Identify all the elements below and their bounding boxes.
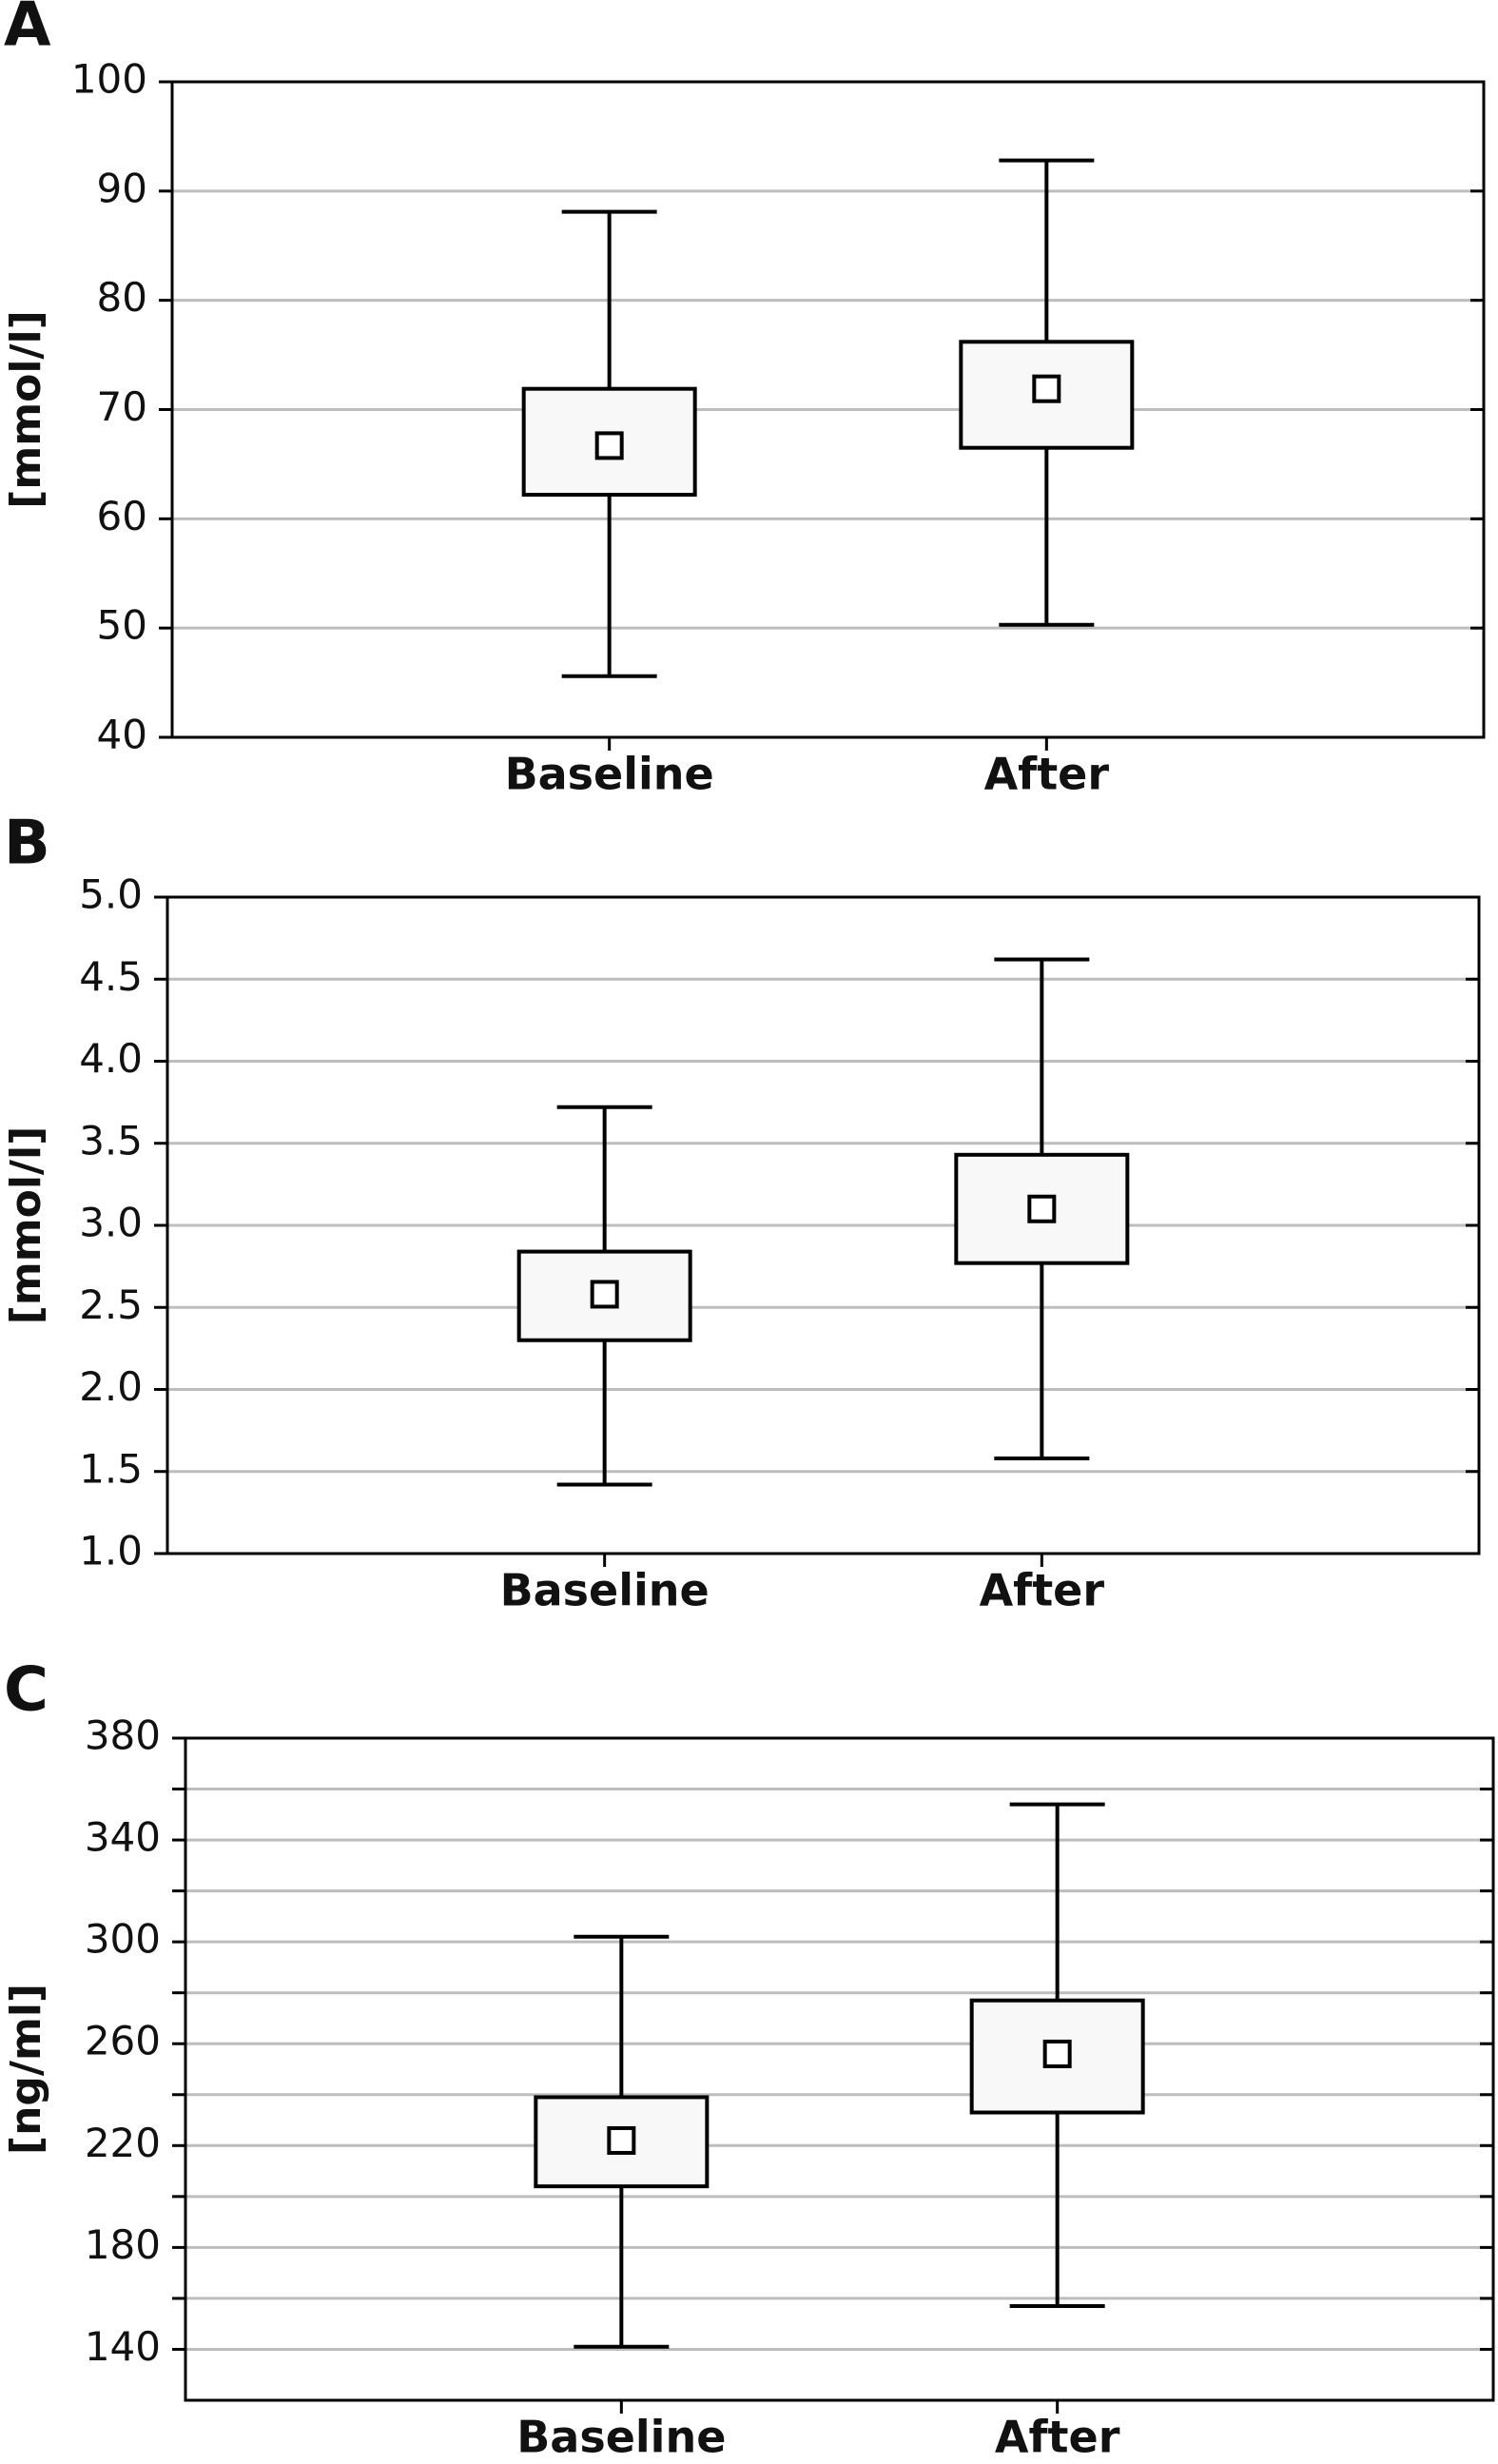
- y-tick-label: 340: [85, 1814, 161, 1861]
- y-axis-label: [mmol/l]: [2, 1126, 50, 1324]
- x-tick-label: After: [980, 1565, 1105, 1616]
- y-tick-label: 50: [97, 602, 147, 649]
- y-tick-label: 80: [97, 274, 147, 321]
- mean-marker: [594, 431, 624, 460]
- y-tick-label: 140: [85, 2323, 161, 2370]
- x-tick-label: After: [995, 2412, 1120, 2461]
- x-tick-label: Baseline: [516, 2412, 726, 2461]
- x-tick-label: After: [984, 749, 1110, 800]
- mean-marker: [1042, 2039, 1072, 2068]
- y-tick-label: 60: [97, 493, 147, 539]
- y-tick-label: 300: [85, 1916, 161, 1963]
- mean-marker: [590, 1280, 619, 1309]
- y-tick-label: 4.0: [79, 1035, 143, 1082]
- panel-label: B: [4, 809, 50, 879]
- x-tick-label: Baseline: [500, 1565, 710, 1616]
- panel-label: A: [4, 0, 51, 61]
- y-tick-label: 180: [85, 2221, 161, 2268]
- y-tick-label: 220: [85, 2120, 161, 2166]
- y-axis-label: [ng/ml]: [2, 1984, 50, 2155]
- y-tick-label: 380: [85, 1712, 161, 1759]
- mean-marker: [1027, 1194, 1057, 1223]
- y-tick-label: 100: [71, 56, 147, 103]
- y-tick-label: 1.0: [79, 1528, 143, 1574]
- plot-frame: [170, 80, 1486, 739]
- y-tick-label: 260: [85, 2018, 161, 2064]
- y-axis-label: [mmol/l]: [2, 310, 50, 508]
- y-tick-label: 70: [97, 383, 147, 430]
- plot-frame: [184, 1736, 1495, 2402]
- mean-marker: [607, 2125, 636, 2155]
- x-tick-label: Baseline: [505, 749, 714, 800]
- y-tick-label: 5.0: [79, 871, 143, 918]
- y-tick-label: 90: [97, 165, 147, 211]
- plot-frame: [165, 895, 1481, 1555]
- y-tick-label: 4.5: [79, 953, 143, 1000]
- y-tick-label: 2.0: [79, 1363, 143, 1410]
- y-tick-label: 40: [97, 712, 147, 758]
- mean-marker: [1032, 374, 1061, 403]
- y-tick-label: 2.5: [79, 1281, 143, 1328]
- y-tick-label: 3.0: [79, 1200, 143, 1246]
- y-tick-label: 1.5: [79, 1445, 143, 1492]
- panel-label: C: [4, 1655, 49, 1726]
- y-tick-label: 3.5: [79, 1117, 143, 1164]
